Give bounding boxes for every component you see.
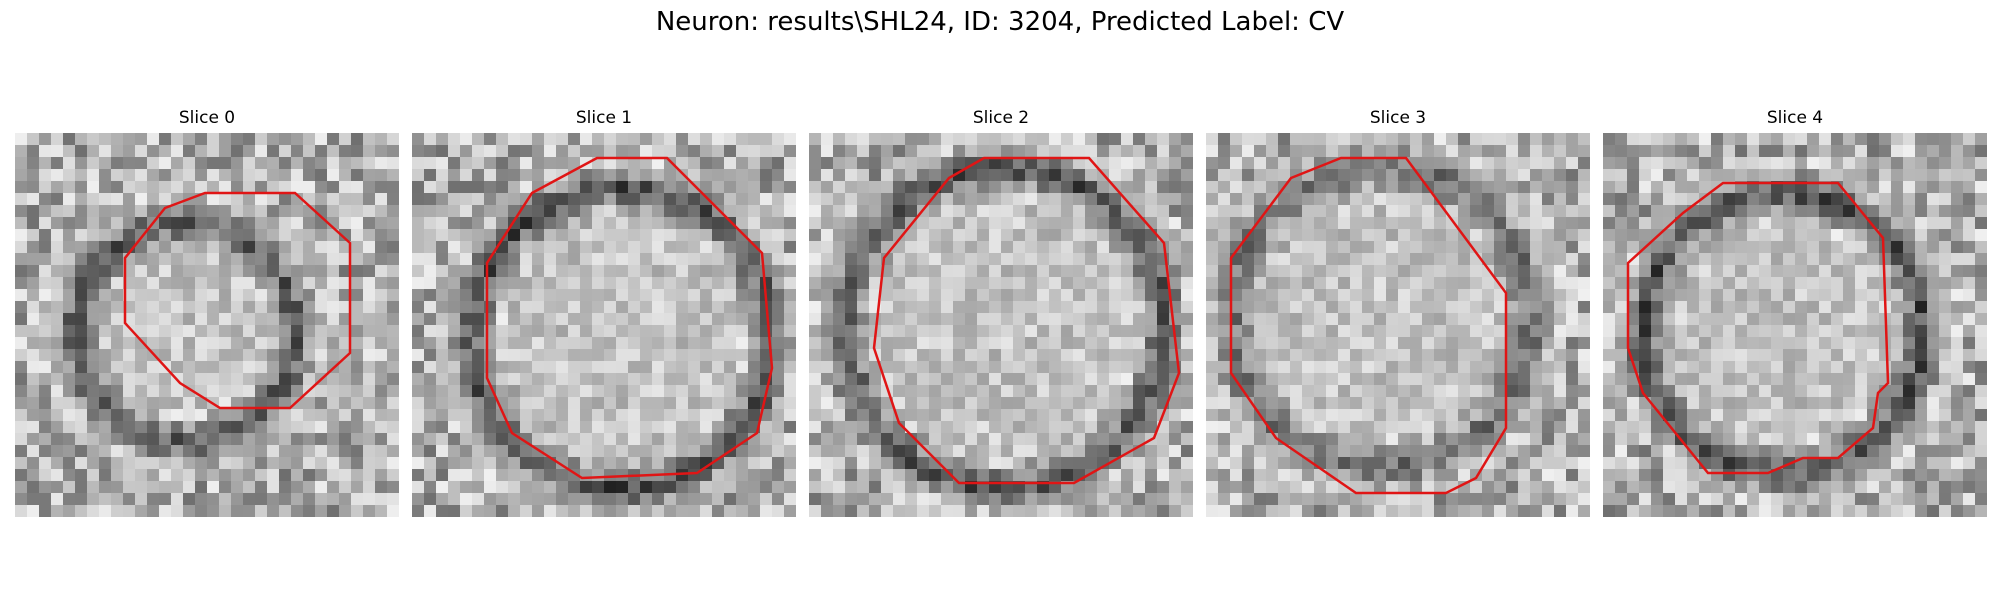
micrograph-pixels bbox=[1603, 133, 1987, 517]
slice-image bbox=[809, 133, 1193, 517]
contour-outline bbox=[1626, 181, 1890, 475]
slice-image bbox=[15, 133, 399, 517]
figure-title: Neuron: results\SHL24, ID: 3204, Predict… bbox=[655, 7, 1345, 37]
slice-image bbox=[1206, 133, 1590, 517]
contour-outline bbox=[123, 191, 352, 410]
slice-image bbox=[412, 133, 796, 517]
contour-outline bbox=[872, 156, 1181, 485]
contour-outline bbox=[1229, 156, 1508, 495]
slice-title: Slice 2 bbox=[972, 108, 1030, 128]
micrograph-pixels bbox=[412, 133, 796, 517]
slice-title: Slice 4 bbox=[1766, 108, 1824, 128]
contour-outline bbox=[485, 156, 774, 480]
micrograph-pixels bbox=[809, 133, 1193, 517]
micrograph-pixels bbox=[1206, 133, 1590, 517]
micrograph-pixels bbox=[15, 133, 399, 517]
slice-title: Slice 3 bbox=[1369, 108, 1427, 128]
slice-title: Slice 1 bbox=[575, 108, 633, 128]
slice-image bbox=[1603, 133, 1987, 517]
slice-title: Slice 0 bbox=[178, 108, 236, 128]
